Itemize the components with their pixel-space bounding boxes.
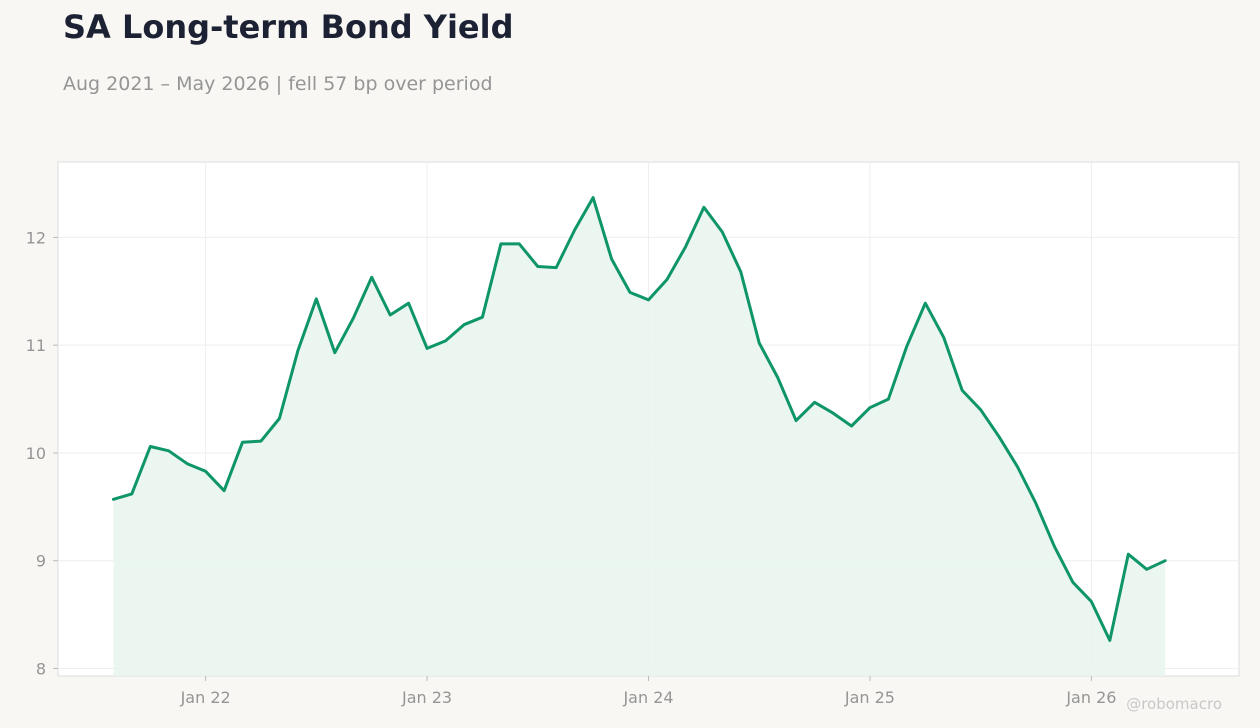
x-tick-label: Jan 26 (1065, 688, 1116, 707)
x-tick-label: Jan 25 (844, 688, 895, 707)
y-tick-label: 9 (36, 552, 46, 571)
series-area (113, 197, 1166, 676)
x-tick-label: Jan 24 (622, 688, 673, 707)
y-tick-label: 12 (26, 228, 46, 247)
chart-subtitle: Aug 2021 – May 2026 | fell 57 bp over pe… (63, 73, 493, 95)
x-axis: Jan 22 Jan 23 Jan 24 Jan 25 Jan 26 (180, 676, 1116, 707)
yield-line (111, 196, 1167, 642)
y-tick-label: 10 (26, 444, 46, 463)
y-tick-label: 11 (26, 336, 46, 355)
x-tick-label: Jan 23 (401, 688, 452, 707)
yield-area-fill (113, 197, 1166, 676)
x-tick-label: Jan 22 (180, 688, 231, 707)
chart-title: SA Long-term Bond Yield (63, 8, 514, 46)
watermark: @robomacro (1126, 695, 1222, 713)
series-line (111, 196, 1167, 642)
y-axis: 8 9 10 11 12 (26, 228, 58, 678)
y-tick-label: 8 (36, 659, 46, 678)
